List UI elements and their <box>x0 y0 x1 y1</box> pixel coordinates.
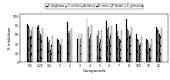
Bar <box>108 27 109 62</box>
Bar <box>129 36 130 62</box>
Bar <box>139 45 140 62</box>
Bar <box>161 28 162 62</box>
Bar <box>57 39 58 62</box>
Bar <box>61 40 62 62</box>
Bar <box>68 33 69 62</box>
Bar <box>87 18 88 62</box>
Bar <box>41 36 42 62</box>
Bar <box>32 27 33 62</box>
Bar <box>138 40 139 62</box>
Bar <box>60 45 61 62</box>
Bar <box>137 39 138 62</box>
Bar <box>147 40 148 62</box>
Bar <box>156 27 157 62</box>
Bar <box>28 26 29 62</box>
Bar <box>80 39 81 62</box>
Bar <box>98 31 99 62</box>
Bar <box>90 34 91 62</box>
Bar <box>111 26 112 62</box>
Bar <box>141 37 142 62</box>
Bar <box>100 39 101 62</box>
Bar <box>159 34 160 62</box>
Bar <box>42 28 43 62</box>
Bar <box>131 27 132 62</box>
Bar <box>97 36 98 62</box>
Bar <box>149 48 150 62</box>
Bar <box>91 25 92 62</box>
Bar <box>127 29 128 62</box>
Bar <box>89 39 90 62</box>
Bar <box>67 22 68 62</box>
Bar <box>78 36 79 62</box>
Bar <box>126 19 127 62</box>
Legend: S. longifusus, C. militaris, A. flavus, B. cereis, P. funteri, S. glomerusa: S. longifusus, C. militaris, A. flavus, … <box>45 4 143 9</box>
X-axis label: Compounds: Compounds <box>83 69 106 73</box>
Bar <box>39 31 40 62</box>
Bar <box>160 36 161 62</box>
Bar <box>77 39 78 62</box>
Bar <box>120 40 121 62</box>
Bar <box>99 43 100 62</box>
Bar <box>40 34 41 62</box>
Bar <box>119 39 120 62</box>
Bar <box>51 45 52 62</box>
Bar <box>109 39 110 62</box>
Bar <box>29 30 30 62</box>
Bar <box>157 30 158 62</box>
Bar <box>49 40 50 62</box>
Bar <box>117 31 118 62</box>
Bar <box>69 31 70 62</box>
Bar <box>47 37 48 62</box>
Bar <box>116 24 117 62</box>
Bar <box>70 39 71 62</box>
Bar <box>27 24 28 62</box>
Bar <box>38 25 39 62</box>
Bar <box>121 30 122 62</box>
Bar <box>31 31 32 62</box>
Bar <box>52 36 53 62</box>
Bar <box>118 36 119 62</box>
Bar <box>37 27 38 62</box>
Bar <box>106 21 107 62</box>
Bar <box>150 45 151 62</box>
Y-axis label: % inhibition: % inhibition <box>8 27 12 50</box>
Bar <box>128 31 129 62</box>
Bar <box>107 30 108 62</box>
Bar <box>146 39 147 62</box>
Bar <box>158 31 159 62</box>
Bar <box>136 34 137 62</box>
Bar <box>151 39 152 62</box>
Bar <box>81 34 82 62</box>
Bar <box>110 34 111 62</box>
Bar <box>50 50 51 62</box>
Bar <box>30 36 31 62</box>
Bar <box>140 43 141 62</box>
Bar <box>58 40 59 62</box>
Bar <box>148 43 149 62</box>
Bar <box>48 42 49 62</box>
Bar <box>101 30 102 62</box>
Bar <box>59 43 60 62</box>
Bar <box>130 34 131 62</box>
